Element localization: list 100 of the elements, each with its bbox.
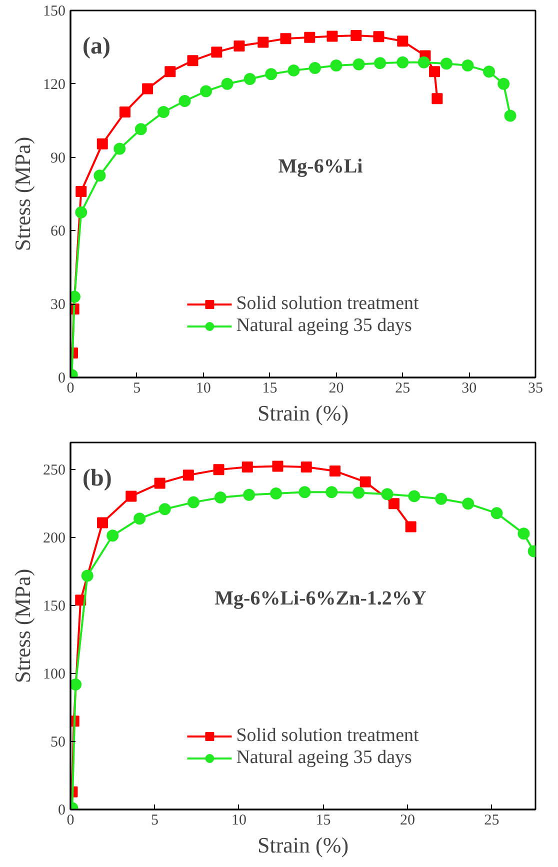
point	[288, 64, 300, 76]
point	[154, 478, 166, 489]
point	[326, 30, 338, 42]
y-axis-title: Stress (MPa)	[10, 568, 35, 684]
y-tick-label: 0	[58, 802, 66, 818]
point	[330, 60, 342, 72]
point	[373, 31, 384, 42]
x-tick-label: 10	[231, 812, 246, 828]
y-tick-label: 30	[50, 297, 66, 314]
point	[106, 530, 119, 542]
point	[214, 492, 226, 504]
point	[462, 60, 474, 72]
point	[396, 56, 409, 68]
x-tick-label: 10	[196, 380, 211, 396]
point	[75, 206, 88, 218]
y-tick-label: 90	[50, 150, 66, 166]
x-tick-label: 25	[395, 380, 410, 396]
y-tick-label: 50	[50, 734, 66, 751]
x-axis-title: Strain (%)	[257, 832, 349, 858]
point	[211, 46, 222, 58]
point	[405, 521, 416, 532]
point	[432, 93, 443, 104]
x-tick-label: 30	[462, 380, 477, 396]
x-axis-title: Strain (%)	[257, 400, 349, 426]
point	[308, 62, 321, 74]
annotation: Mg-6%Li-6%Zn-1.2%Y	[214, 588, 427, 610]
point	[374, 57, 386, 70]
point	[280, 33, 292, 44]
annotation: (a)	[82, 34, 110, 60]
point	[518, 528, 530, 540]
x-tick-label: 20	[328, 380, 344, 396]
point	[158, 503, 171, 516]
point	[304, 32, 316, 43]
point	[234, 40, 245, 52]
x-tick-label: 20	[400, 812, 415, 828]
point	[242, 461, 253, 472]
x-tick-label: 35	[528, 380, 543, 396]
point	[504, 110, 516, 122]
point	[381, 488, 394, 500]
point	[96, 138, 108, 150]
point	[298, 486, 311, 498]
point	[142, 83, 154, 94]
point	[300, 461, 312, 472]
point	[429, 66, 440, 78]
point	[178, 95, 191, 108]
point	[187, 55, 198, 66]
y-tick-label: 150	[43, 4, 66, 20]
point	[435, 492, 448, 505]
point	[498, 78, 510, 90]
point	[352, 486, 365, 499]
annotation: (b)	[82, 466, 112, 492]
point	[330, 466, 341, 477]
point	[76, 186, 87, 198]
point	[134, 512, 146, 525]
point	[70, 678, 82, 690]
point	[114, 142, 126, 155]
y-tick-label: 60	[50, 224, 66, 240]
point	[126, 490, 137, 502]
point	[388, 498, 400, 510]
point	[94, 170, 106, 182]
point	[418, 56, 430, 68]
point	[408, 490, 420, 502]
x-tick-label: 5	[133, 380, 141, 396]
point	[244, 73, 256, 85]
point	[483, 66, 495, 78]
point	[462, 498, 474, 510]
point	[119, 106, 130, 118]
y-tick-label: 250	[43, 462, 66, 479]
x-tick-label: 5	[150, 812, 158, 828]
point	[97, 517, 108, 528]
legend-label: Solid solution treatment	[236, 293, 419, 315]
point	[243, 488, 256, 501]
point	[360, 476, 371, 488]
point	[440, 58, 452, 70]
point	[272, 460, 284, 472]
point	[270, 487, 282, 500]
point	[81, 570, 94, 582]
legend-label: Natural ageing 35 days	[236, 747, 412, 769]
point	[350, 30, 362, 41]
y-tick-label: 120	[43, 76, 66, 93]
point	[182, 470, 194, 481]
y-axis-title: Stress (MPa)	[10, 136, 35, 252]
point	[200, 85, 212, 98]
point	[265, 68, 278, 80]
annotation: Mg-6%Li	[278, 156, 364, 178]
y-tick-label: 100	[43, 666, 66, 683]
point	[490, 507, 503, 520]
y-tick-label: 200	[43, 530, 66, 547]
point	[352, 58, 365, 70]
x-tick-label: 25	[484, 812, 500, 828]
point	[158, 106, 170, 118]
legend-label: Solid solution treatment	[236, 725, 419, 747]
point	[258, 36, 269, 48]
point	[397, 36, 408, 47]
point	[164, 66, 176, 78]
x-tick-label: 15	[262, 380, 278, 396]
point	[134, 123, 147, 136]
point	[326, 486, 338, 498]
x-tick-label: 15	[316, 812, 331, 828]
point	[221, 78, 234, 90]
